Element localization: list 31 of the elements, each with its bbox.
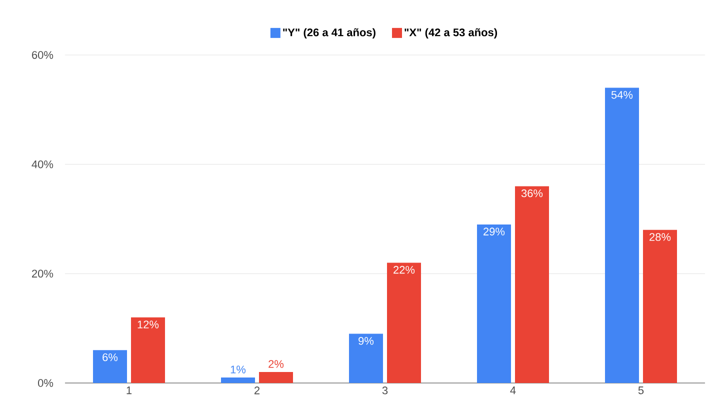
legend-label: "X" (42 a 53 años) [404,28,498,38]
data-label: 12% [138,320,159,328]
data-label: 22% [394,266,415,274]
x-tick-label: 3 [382,386,388,394]
y-tick-label: 20% [32,270,54,278]
bar [604,88,639,383]
data-label: 36% [521,189,543,198]
bar [221,378,256,383]
bar [477,224,511,383]
bar [93,350,128,383]
bar [349,334,383,383]
data-label: 6% [102,353,118,362]
data-label: 2% [268,360,284,368]
x-tick-label: 5 [638,386,644,394]
data-label: 1% [230,366,246,374]
data-label: 28% [650,233,671,241]
bar [642,230,677,383]
x-tick-label: 4 [510,386,516,394]
y-tick-label: 0% [38,379,54,387]
data-label: 54% [611,91,633,99]
legend-label: "Y" (26 a 41 años) [283,28,376,38]
bar [131,317,166,383]
x-tick-label: 2 [254,386,260,394]
y-tick-label: 40% [32,160,54,168]
x-tick-label: 1 [126,386,132,394]
bar [515,186,549,383]
y-tick-label: 60% [32,51,54,59]
data-label: 29% [484,228,505,236]
data-label: 9% [358,337,374,345]
bar [259,372,294,383]
bar [387,262,421,383]
